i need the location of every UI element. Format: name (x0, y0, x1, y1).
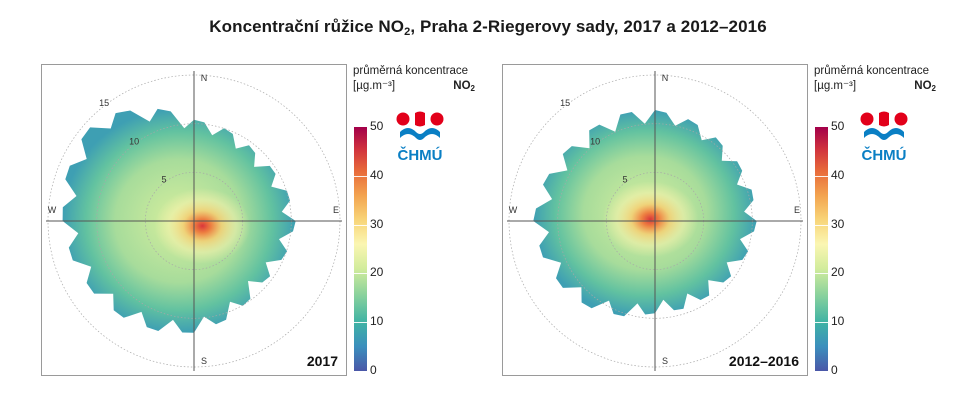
polar-rose-svg-2017: N E S W 5 10 15 (46, 71, 342, 371)
direction-label: S (201, 356, 207, 366)
colorbar-tick-line (815, 322, 828, 324)
chmu-logo-1: ČHMÚ (394, 108, 446, 164)
legend-title-2: průměrná koncentrace [µg.m⁻³] NO2 (814, 64, 936, 94)
polar-plot-2017: N E S W 5 10 15 2017 (41, 64, 347, 376)
colorbar-tick-line (815, 273, 828, 275)
legend-pollutant: NO2 (914, 80, 936, 93)
radial-tick-label: 5 (161, 175, 166, 185)
colorbar-tick-label: 10 (370, 314, 384, 329)
direction-label: E (333, 205, 339, 215)
colorbar-tick-label: 20 (831, 265, 845, 280)
colorbar-2 (815, 127, 828, 371)
direction-label: N (201, 73, 208, 83)
title-subscript: 2 (404, 26, 411, 38)
direction-label: N (662, 73, 669, 83)
radial-tick-label: 5 (622, 175, 627, 185)
polar-plot-2012-2016: N E S W 5 10 15 2012–2016 (502, 64, 808, 376)
legend-unit: [µg.m⁻³] (353, 80, 396, 92)
legend-line1: průměrná koncentrace (353, 65, 469, 77)
legend-line1: průměrná koncentrace (814, 65, 930, 77)
colorbar-tick-label: 10 (831, 314, 845, 329)
colorbar-tick-label: 20 (370, 265, 384, 280)
period-label-2017: 2017 (304, 353, 340, 369)
chmu-logo-icon: ČHMÚ (860, 111, 908, 164)
svg-text:ČHMÚ: ČHMÚ (398, 146, 443, 164)
polar-rose-svg-2012-2016: N E S W 5 10 15 (507, 71, 803, 371)
concentration-hotspot (154, 187, 251, 264)
colorbar-tick-label: 0 (370, 363, 377, 377)
direction-label: S (662, 356, 668, 366)
colorbar-tick-label: 50 (831, 119, 845, 133)
direction-label: E (794, 205, 800, 215)
radial-tick-label: 15 (99, 98, 109, 108)
radial-tick-label: 10 (590, 136, 600, 146)
radial-tick-label: 10 (129, 136, 139, 146)
colorbar-1 (354, 127, 367, 371)
svg-text:ČHMÚ: ČHMÚ (862, 146, 907, 164)
colorbar-tick-label: 30 (831, 216, 845, 231)
colorbar-tick-label: 40 (831, 167, 845, 182)
colorbar-tick-line (815, 224, 828, 226)
chmu-logo-2: ČHMÚ (858, 108, 910, 164)
colorbar-tick-line (815, 175, 828, 177)
chmu-logo-icon: ČHMÚ (396, 111, 444, 164)
title-text: Koncentrační růžice NO (209, 17, 405, 36)
chart-title: Koncentrační růžice NO2, Praha 2-Riegero… (0, 17, 976, 38)
colorbar-tick-line (354, 175, 367, 177)
colorbar-tick-label: 40 (370, 167, 384, 182)
direction-label: W (509, 205, 518, 215)
title-suffix: , Praha 2-Riegerovy sady, 2017 a 2012–20… (410, 17, 767, 36)
colorbar-tick-line (354, 322, 367, 324)
colorbar-tick-line (354, 273, 367, 275)
direction-label: W (48, 205, 57, 215)
period-label-2012-2016: 2012–2016 (726, 353, 801, 369)
colorbar-tick-label: 30 (370, 216, 384, 231)
colorbar-tick-label: 50 (370, 119, 384, 133)
legend-unit: [µg.m⁻³] (814, 80, 857, 92)
legend-pollutant: NO2 (453, 80, 475, 93)
colorbar-tick-label: 0 (831, 363, 838, 377)
legend-title-1: průměrná koncentrace [µg.m⁻³] NO2 (353, 64, 475, 94)
colorbar-tick-line (354, 224, 367, 226)
concentration-hotspot (602, 181, 699, 258)
radial-tick-label: 15 (560, 98, 570, 108)
